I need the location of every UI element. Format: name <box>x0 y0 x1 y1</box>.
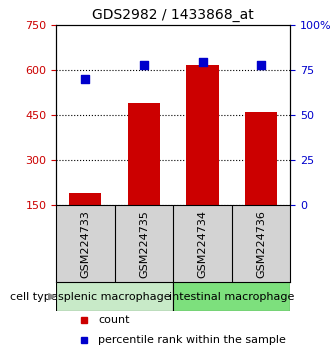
Bar <box>232 205 290 282</box>
Text: cell type: cell type <box>10 292 57 302</box>
Bar <box>56 205 115 282</box>
Text: GSM224735: GSM224735 <box>139 210 149 278</box>
Bar <box>56 282 173 311</box>
Text: GSM224733: GSM224733 <box>81 210 90 278</box>
Title: GDS2982 / 1433868_at: GDS2982 / 1433868_at <box>92 8 254 22</box>
Bar <box>69 193 102 205</box>
Point <box>200 59 205 65</box>
Text: intestinal macrophage: intestinal macrophage <box>169 292 294 302</box>
Text: count: count <box>98 315 130 325</box>
Text: GSM224734: GSM224734 <box>198 210 208 278</box>
Point <box>83 76 88 82</box>
Point <box>141 63 147 68</box>
Bar <box>128 103 160 205</box>
Bar <box>173 205 232 282</box>
Bar <box>245 112 277 205</box>
Bar <box>115 205 173 282</box>
Text: splenic macrophage: splenic macrophage <box>58 292 171 302</box>
Point <box>258 63 264 68</box>
Text: percentile rank within the sample: percentile rank within the sample <box>98 335 286 345</box>
Bar <box>186 65 219 205</box>
Text: GSM224736: GSM224736 <box>256 210 266 278</box>
Bar <box>173 282 290 311</box>
